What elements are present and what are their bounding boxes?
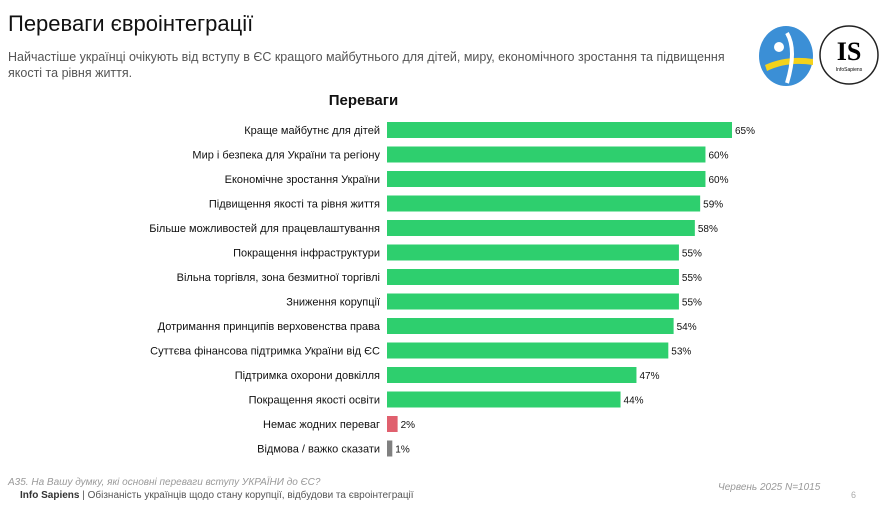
bar (387, 122, 732, 138)
category-label: Немає жодних переваг (263, 419, 380, 431)
category-label: Економічне зростання України (225, 174, 380, 186)
svg-text:IS: IS (837, 37, 862, 66)
value-label: 54% (677, 322, 697, 333)
footer-brand: Info Sapiens (20, 490, 80, 501)
category-label: Більше можливостей для працевлаштування (149, 223, 380, 235)
footer-separator: | (79, 490, 88, 501)
bar (387, 342, 669, 359)
ukraine-logo-icon (759, 26, 813, 86)
value-label: 1% (395, 445, 410, 456)
value-label: 55% (682, 273, 702, 284)
category-label: Підтримка охорони довкілля (235, 370, 380, 382)
page-number: 6 (851, 490, 857, 500)
value-label: 2% (401, 420, 416, 431)
bar (387, 367, 637, 383)
bar (387, 318, 674, 334)
value-label: 60% (708, 151, 728, 162)
bar (387, 416, 398, 432)
chart-title: Переваги (328, 92, 399, 109)
category-label: Краще майбутнє для дітей (244, 125, 380, 137)
survey-question: A35. На Вашу думку, які основні переваги… (8, 477, 321, 488)
category-label: Мир і безпека для України та регіону (192, 150, 380, 162)
infosapiens-logo: IS InfoSapiens (819, 25, 879, 85)
bar (387, 146, 706, 163)
category-label: Вільна торгівля, зона безмитної торгівлі (177, 272, 380, 284)
category-label: Зниження корупції (286, 297, 380, 309)
bar-chart: Краще майбутнє для дітей 65% Мир і безпека… (149, 122, 755, 457)
value-label: 55% (682, 298, 702, 309)
bar (387, 171, 706, 187)
category-label: Суттєва фінансова підтримка України від … (150, 346, 380, 358)
category-label: Дотримання принципів верховенства права (158, 321, 381, 333)
footer: Info Sapiens | Обізнаність українців щод… (20, 490, 414, 501)
category-label: Покращення якості освіти (249, 395, 380, 407)
value-label: 53% (671, 347, 691, 358)
value-label: 55% (682, 249, 702, 260)
bar (387, 195, 701, 212)
value-label: 58% (698, 224, 718, 235)
value-label: 44% (624, 396, 644, 407)
value-label: 59% (703, 200, 723, 211)
svg-text:InfoSapiens: InfoSapiens (836, 67, 863, 73)
bar (387, 269, 679, 285)
value-label: 47% (639, 371, 659, 382)
page-title: Переваги євроінтеграції (8, 11, 254, 36)
page-subtitle: Найчастіше українці очікують від вступу … (8, 50, 725, 80)
bar (387, 391, 621, 408)
bar (387, 244, 679, 261)
value-label: 60% (708, 175, 728, 186)
bar (387, 293, 679, 310)
footer-text: Обізнаність українців щодо стану корупці… (87, 490, 414, 501)
category-label: Покращення інфраструктури (233, 248, 380, 260)
bar (387, 220, 695, 236)
category-label: Підвищення якості та рівня життя (209, 199, 380, 211)
bar (387, 440, 393, 457)
survey-date: Червень 2025 N=1015 (718, 482, 821, 493)
value-label: 65% (735, 126, 755, 137)
category-label: Відмова / важко сказати (257, 444, 380, 456)
